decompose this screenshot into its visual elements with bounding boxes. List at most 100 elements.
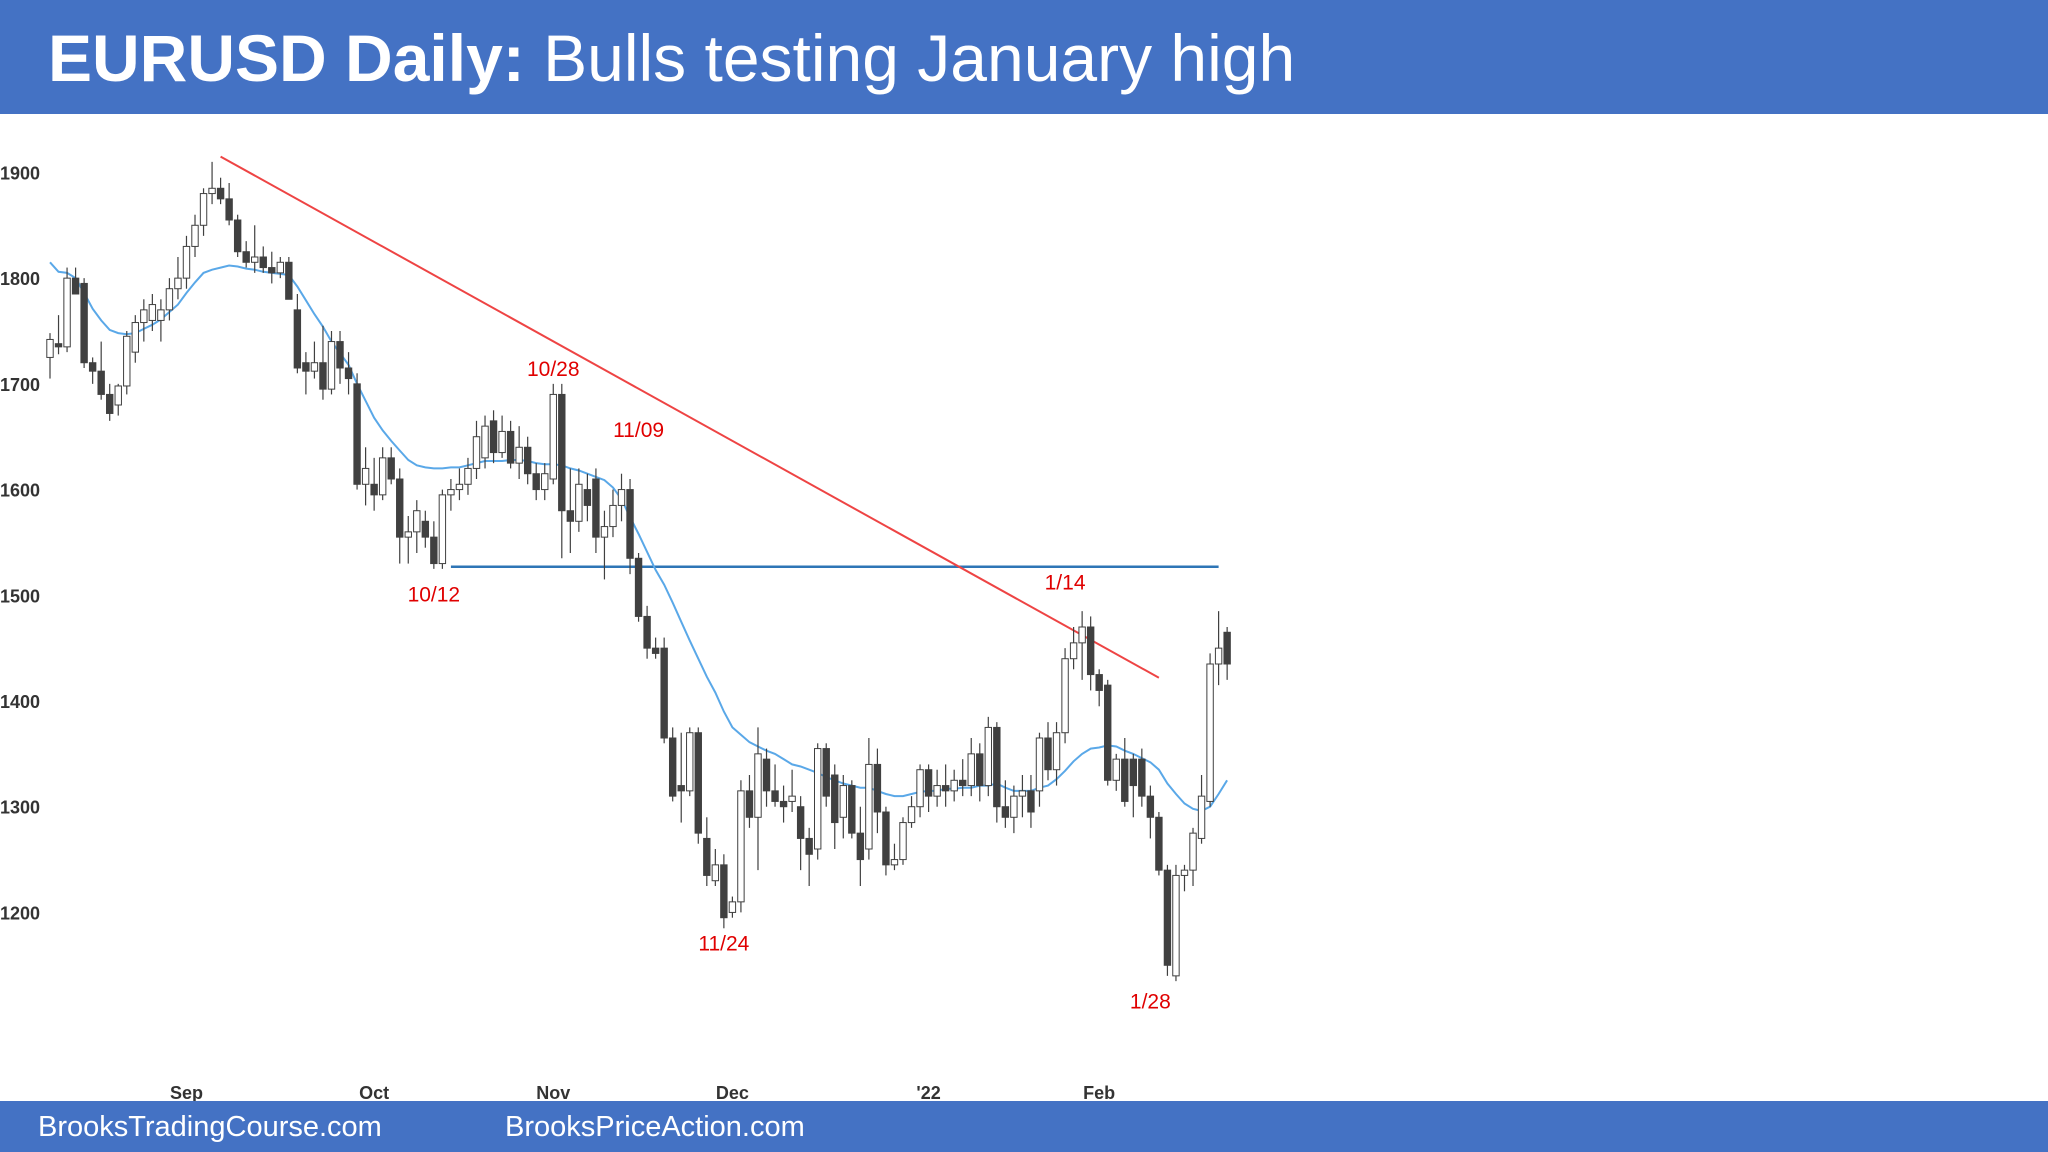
y-tick-label: 1700 <box>0 375 40 395</box>
footer-link-brookspriceaction[interactable]: BrooksPriceAction.com <box>505 1111 805 1143</box>
bear-candle <box>703 837 711 876</box>
bear-candle <box>1155 816 1163 871</box>
bear-candle <box>882 811 890 866</box>
bear-candle <box>523 446 532 475</box>
bear-candle <box>225 198 233 221</box>
bear-candle <box>583 489 592 506</box>
bear-candle <box>831 774 839 824</box>
bull-candle <box>447 489 455 496</box>
bull-candle <box>199 193 208 226</box>
bear-candle <box>771 790 779 802</box>
bull-candle <box>174 277 182 290</box>
bear-candle <box>233 219 242 253</box>
date-annotation: 10/28 <box>527 358 580 381</box>
candlestick-chart: 1900 1800 1700 1600 1500 1400 1300 1200 Sep Oct No… <box>0 155 1231 1101</box>
bear-candle <box>216 187 225 200</box>
bear-candle <box>489 420 498 454</box>
bull-candle <box>754 753 762 818</box>
bull-candle <box>140 309 148 324</box>
bear-candle <box>106 393 114 414</box>
bear-candle <box>242 251 250 263</box>
bull-candle <box>1172 874 1180 977</box>
bear-candle <box>634 557 643 617</box>
y-tick-label: 1300 <box>0 798 40 818</box>
bull-candle <box>907 806 916 824</box>
bull-candle <box>1189 832 1197 871</box>
bull-candle <box>413 510 421 533</box>
bull-candle <box>455 483 464 491</box>
bear-candle <box>1163 869 1172 966</box>
y-tick-label: 1500 <box>0 586 40 606</box>
chart-title: EURUSD Daily: Bulls testing January high <box>48 18 1295 98</box>
bull-candle <box>251 256 259 263</box>
bull-candle <box>865 763 873 850</box>
bear-candle <box>626 489 634 559</box>
bear-candle <box>924 769 933 797</box>
footer-banner: BrooksTradingCourse.com BrooksPriceActio… <box>0 1101 2048 1152</box>
bear-candle <box>1138 758 1146 797</box>
bull-candle <box>361 467 370 485</box>
bull-candle <box>890 859 899 866</box>
bull-candle <box>1069 642 1078 660</box>
bull-candle <box>404 531 412 538</box>
bear-candle <box>856 832 865 861</box>
bull-candle <box>123 335 131 387</box>
bear-candle <box>993 726 1001 808</box>
bull-candle <box>950 779 958 792</box>
bear-candle <box>336 341 344 369</box>
bull-candle <box>984 726 992 787</box>
bear-candle <box>558 393 566 512</box>
bull-candle <box>165 288 174 311</box>
bear-candle <box>285 261 293 300</box>
bull-candle <box>600 526 609 538</box>
bear-candle <box>396 478 404 538</box>
bull-candle <box>464 467 472 485</box>
bull-candle <box>481 425 489 459</box>
bear-candle <box>532 473 540 491</box>
bear-candle <box>430 536 438 565</box>
bull-candle <box>1061 658 1069 734</box>
bull-candle <box>191 224 199 247</box>
bull-candle <box>276 261 285 274</box>
bear-candle <box>651 647 660 654</box>
bull-candle <box>310 362 319 372</box>
bear-candle <box>592 478 600 538</box>
bear-candle <box>796 806 805 839</box>
bull-candle <box>472 436 481 469</box>
x-tick-label: Nov <box>536 1083 570 1101</box>
bear-candle <box>268 267 276 274</box>
bull-candle <box>1010 795 1018 818</box>
bull-candle <box>498 430 506 454</box>
bull-candle <box>839 785 847 818</box>
title-banner: EURUSD Daily: Bulls testing January high <box>0 0 2048 114</box>
bear-candle <box>848 785 856 834</box>
bull-candle <box>1197 795 1206 839</box>
bull-candle <box>814 748 822 850</box>
date-annotation: 11/09 <box>613 419 664 442</box>
bull-candle <box>438 494 447 565</box>
footer-link-brookstradingcourse[interactable]: BrooksTradingCourse.com <box>38 1111 382 1143</box>
y-tick-label: 1600 <box>0 481 40 501</box>
bull-candle <box>1214 647 1223 665</box>
bull-candle <box>1180 869 1189 876</box>
bull-candle <box>114 385 122 406</box>
bear-candle <box>822 748 830 797</box>
bear-candle <box>370 483 378 496</box>
bear-candle <box>421 520 430 538</box>
y-tick-label: 1400 <box>0 692 40 712</box>
bear-candle <box>302 362 310 372</box>
date-annotation: 1/14 <box>1045 571 1086 594</box>
bull-candle <box>182 245 191 279</box>
bear-candle <box>1044 737 1052 771</box>
bear-candle <box>1095 674 1103 691</box>
bull-candle <box>575 483 583 522</box>
bear-candle <box>873 763 882 813</box>
bull-candle <box>967 753 975 787</box>
bull-candle <box>1035 737 1044 792</box>
bear-candle <box>1223 631 1231 665</box>
bull-candle <box>157 309 165 321</box>
bull-candle <box>933 785 941 797</box>
ema-20-line <box>49 261 1228 812</box>
bull-candle <box>1052 732 1061 771</box>
bear-candle <box>344 367 353 380</box>
